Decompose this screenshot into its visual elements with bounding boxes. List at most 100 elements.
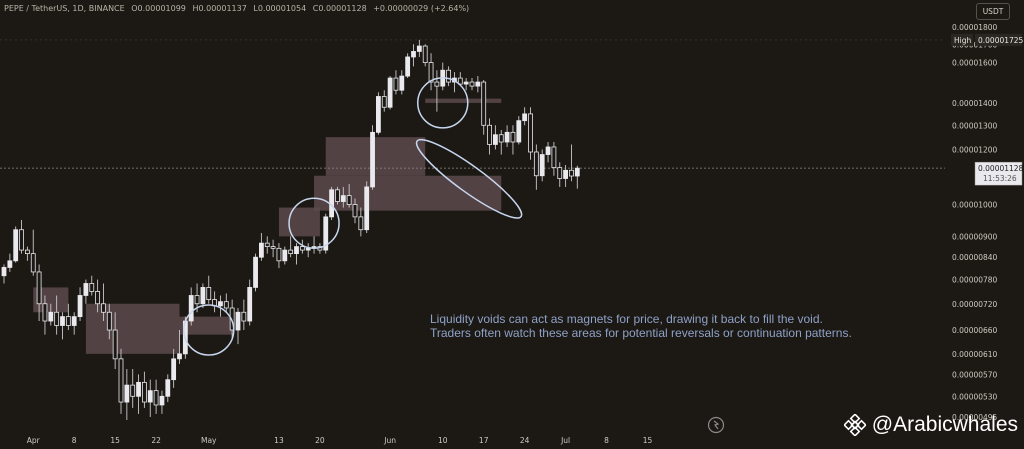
candle xyxy=(335,186,340,205)
time-tick-label: 13 xyxy=(274,436,284,445)
candle xyxy=(130,369,136,408)
price-tick-label: 0.00001600 xyxy=(952,59,998,68)
ohlc-open: O0.00001099 xyxy=(131,4,186,13)
candle xyxy=(346,184,352,208)
price-tick-label: 0.00001700 xyxy=(952,40,998,49)
price-tick-label: 0.00000570 xyxy=(952,370,998,379)
candle xyxy=(381,90,387,112)
time-tick-label: 8 xyxy=(72,436,77,445)
price-tick-label: 0.00000495 xyxy=(952,413,998,422)
candle xyxy=(364,181,370,234)
candle xyxy=(95,279,100,313)
currency-selector[interactable]: USDT xyxy=(976,3,1010,20)
candle xyxy=(487,118,492,155)
time-tick-label: Apr xyxy=(27,436,41,445)
candle xyxy=(469,78,475,91)
candle xyxy=(7,253,13,272)
candle xyxy=(60,312,65,340)
candle xyxy=(416,39,422,57)
candle xyxy=(574,165,580,189)
time-tick-label: 17 xyxy=(479,436,489,445)
liquidity-zone xyxy=(314,175,502,211)
candle xyxy=(235,307,241,345)
candle xyxy=(481,80,487,135)
candle xyxy=(13,226,19,263)
candle xyxy=(42,295,48,335)
candle xyxy=(299,239,305,254)
candle xyxy=(446,66,452,87)
candle xyxy=(177,330,182,364)
candle xyxy=(188,287,194,326)
candle xyxy=(136,374,141,414)
price-tick-label: 0.00001800 xyxy=(952,23,998,32)
candle xyxy=(323,213,329,254)
price-tick-label: 0.00000780 xyxy=(952,276,998,285)
candle xyxy=(358,207,364,237)
time-tick-label: 24 xyxy=(520,436,530,445)
liquidity-zone xyxy=(425,98,502,103)
binance-logo-icon xyxy=(843,414,866,436)
candle xyxy=(77,287,83,322)
symbol-title[interactable]: PEPE / TetherUS, 1D, BINANCE xyxy=(4,4,125,13)
high-label: High xyxy=(954,36,971,45)
price-tick-label: 0.00000660 xyxy=(952,326,998,335)
candle xyxy=(264,236,270,254)
candle xyxy=(375,92,381,135)
price-tick-label: 0.00001400 xyxy=(952,99,998,108)
price-axis[interactable]: 0.00001800 0.00001700 0.00001600 0.00001400… xyxy=(951,23,1024,422)
candle xyxy=(218,295,223,317)
price-change: +0.00000029 (+2.64%) xyxy=(373,4,470,13)
tradingview-logo-icon[interactable] xyxy=(707,416,725,434)
time-tick-label: Jun xyxy=(383,436,396,445)
candle xyxy=(65,303,71,331)
time-axis[interactable]: Apr 8 15 22 May 13 20 Jun 10 17 24 Jul 8 15 xyxy=(27,436,653,445)
candle xyxy=(557,162,563,187)
price-tick-label: 0.00000720 xyxy=(952,300,998,309)
candle xyxy=(83,279,89,304)
candle xyxy=(1,264,7,284)
last-price-badge xyxy=(974,161,1023,186)
candle xyxy=(311,236,317,254)
candle xyxy=(241,299,247,331)
candle xyxy=(428,53,434,91)
candle xyxy=(492,125,498,150)
candle xyxy=(71,312,77,335)
candle xyxy=(147,379,153,417)
ohlc-close: C0.00001128 xyxy=(312,4,367,13)
candle xyxy=(24,246,30,261)
candle xyxy=(498,129,504,155)
liquidity-zone xyxy=(85,303,180,354)
candle xyxy=(118,348,124,414)
candle xyxy=(422,44,428,67)
candle xyxy=(533,144,539,190)
symbol-info-bar[interactable]: PEPE / TetherUS, 1D, BINANCE O0.00001099… xyxy=(4,4,473,13)
candle xyxy=(19,220,24,254)
countdown-label: 11:53:26 xyxy=(983,174,1017,183)
candle xyxy=(563,164,568,187)
candle xyxy=(294,243,299,265)
high-value-label: 0.00001725 xyxy=(978,36,1024,45)
liquidity-zone xyxy=(325,137,426,176)
candle xyxy=(124,369,130,420)
candle xyxy=(440,62,446,91)
liquidity-zones xyxy=(33,98,502,354)
price-tick-label: 0.00001300 xyxy=(952,121,998,130)
watermark: @Arabicwhales xyxy=(843,413,1018,437)
time-tick-label: 15 xyxy=(643,436,653,445)
candle xyxy=(89,275,95,296)
price-tick-label: 0.00000530 xyxy=(952,392,998,401)
high-value-bg xyxy=(975,33,1022,46)
candle xyxy=(434,70,440,112)
candle xyxy=(551,142,557,176)
liquidity-zone xyxy=(278,207,320,237)
time-tick-label: 20 xyxy=(315,436,325,445)
candle xyxy=(399,70,405,95)
candle xyxy=(539,149,545,182)
candle xyxy=(171,348,177,388)
candle xyxy=(305,243,311,258)
candle xyxy=(528,107,533,160)
time-tick-label: 10 xyxy=(438,436,448,445)
highlight-ellipse xyxy=(415,138,523,219)
candle xyxy=(411,44,416,67)
